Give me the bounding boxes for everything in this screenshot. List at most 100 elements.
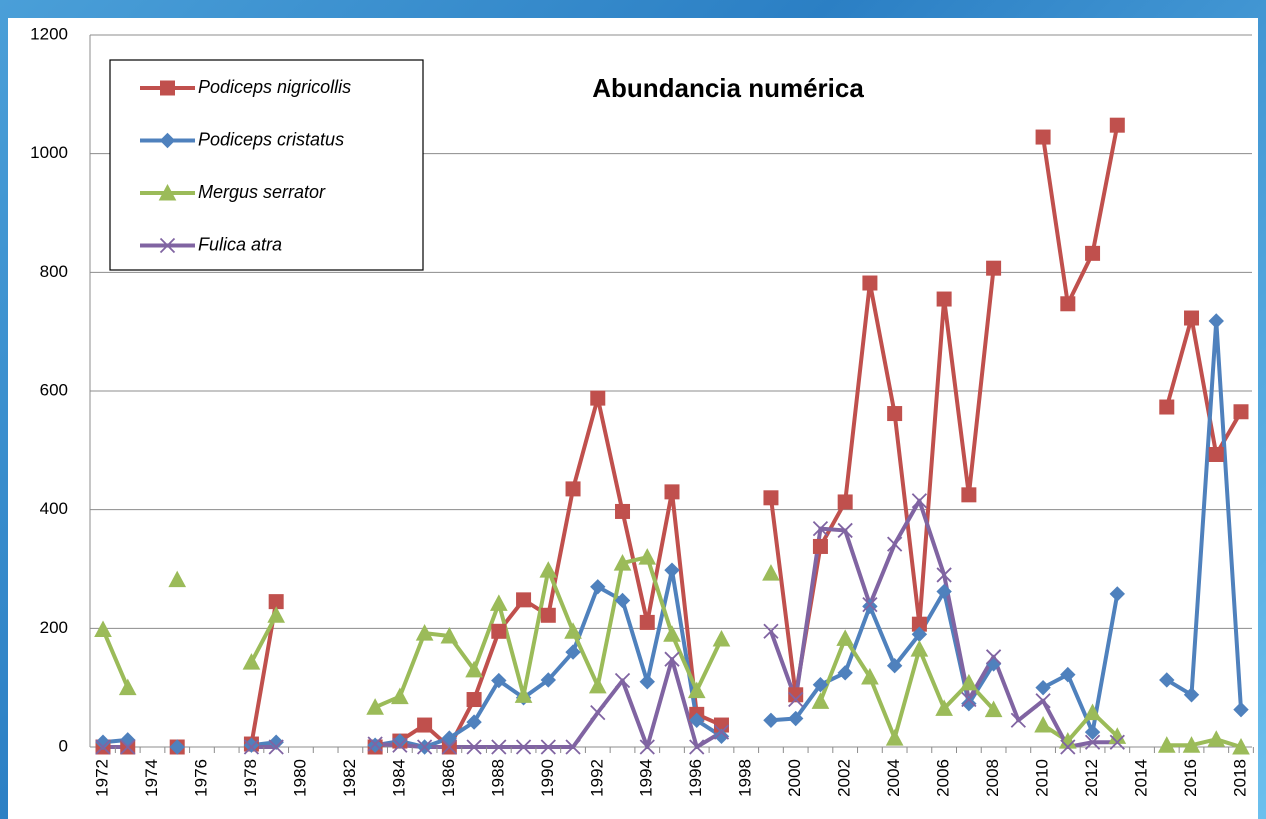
y-tick-label: 1200 (30, 24, 68, 43)
marker (664, 562, 680, 578)
marker (466, 692, 482, 708)
marker (862, 596, 878, 613)
marker (242, 653, 261, 670)
x-tick-label: 2014 (1132, 759, 1151, 797)
y-tick-label: 0 (59, 736, 68, 755)
marker (861, 667, 879, 685)
marker (639, 614, 655, 630)
marker (1208, 446, 1224, 462)
x-tick-label: 1986 (439, 759, 458, 797)
marker (540, 672, 557, 688)
marker (392, 737, 408, 753)
marker (169, 739, 185, 755)
marker (366, 698, 384, 715)
marker (590, 704, 606, 721)
marker (1084, 724, 1101, 740)
x-tick-label: 1994 (637, 759, 656, 797)
marker (267, 606, 286, 623)
marker (812, 521, 829, 537)
x-tick-label: 1984 (389, 759, 408, 797)
marker (1159, 672, 1175, 688)
marker (588, 676, 607, 694)
marker (961, 487, 977, 503)
marker (540, 607, 556, 623)
y-tick-label: 1000 (30, 143, 68, 162)
marker (935, 699, 953, 716)
marker (936, 583, 952, 600)
marker (1157, 736, 1176, 753)
marker (886, 658, 903, 674)
marker (268, 739, 284, 755)
marker (812, 676, 829, 693)
x-tick-label: 1976 (191, 759, 210, 797)
y-tick-label: 600 (40, 380, 68, 399)
x-tick-label: 1992 (587, 759, 606, 797)
marker (1159, 399, 1175, 415)
legend-label: Fulica atra (198, 234, 282, 254)
marker (540, 739, 556, 755)
marker (788, 687, 804, 703)
marker (638, 548, 657, 565)
x-tick-label: 1990 (538, 759, 557, 797)
x-tick-label: 1998 (736, 759, 755, 797)
x-tick-label: 1988 (488, 759, 507, 797)
marker (837, 494, 853, 510)
marker (514, 686, 533, 703)
marker (664, 484, 680, 500)
marker (539, 561, 558, 578)
marker (1034, 715, 1052, 733)
x-tick-label: 2002 (835, 759, 854, 797)
marker (590, 579, 606, 595)
legend-label: Podiceps nigricollis (198, 77, 351, 97)
marker (836, 629, 855, 646)
marker (1232, 737, 1250, 755)
marker (639, 674, 655, 690)
marker (689, 712, 705, 729)
marker (159, 132, 176, 149)
x-tick-label: 1982 (340, 759, 359, 797)
marker (837, 522, 853, 539)
marker (812, 538, 828, 554)
marker (1182, 736, 1201, 753)
marker (1035, 693, 1051, 709)
marker (94, 620, 112, 638)
marker (515, 739, 532, 755)
marker (243, 739, 260, 755)
marker (465, 660, 483, 678)
marker (713, 728, 730, 745)
marker (392, 733, 408, 749)
marker (613, 554, 632, 571)
y-tick-label: 400 (40, 499, 68, 518)
marker (788, 691, 804, 708)
marker (367, 736, 383, 752)
legend-label: Mergus serrator (198, 182, 326, 202)
marker (590, 390, 606, 406)
marker (762, 564, 780, 581)
x-tick-label: 1980 (290, 759, 309, 797)
marker (1109, 734, 1125, 750)
marker (565, 644, 581, 660)
marker (441, 739, 457, 755)
x-tick-label: 2000 (785, 759, 804, 797)
chart-title: Abundancia numérica (592, 73, 864, 103)
marker (984, 700, 1003, 718)
x-tick-label: 2018 (1230, 759, 1249, 797)
x-tick-label: 2012 (1082, 759, 1101, 797)
marker (663, 625, 681, 642)
marker (95, 734, 111, 750)
marker (615, 503, 631, 519)
x-tick-label: 2010 (1033, 759, 1052, 797)
grid: 0 200 400 600 800 1000 1200 (30, 24, 1252, 755)
marker (713, 724, 730, 740)
marker (763, 623, 779, 639)
marker (160, 80, 175, 96)
marker (565, 739, 581, 755)
y-tick-label: 200 (40, 618, 68, 637)
marker (416, 739, 433, 755)
marker (1060, 666, 1076, 683)
marker (120, 739, 136, 755)
marker (415, 624, 434, 641)
marker (787, 710, 804, 727)
marker (466, 739, 482, 755)
